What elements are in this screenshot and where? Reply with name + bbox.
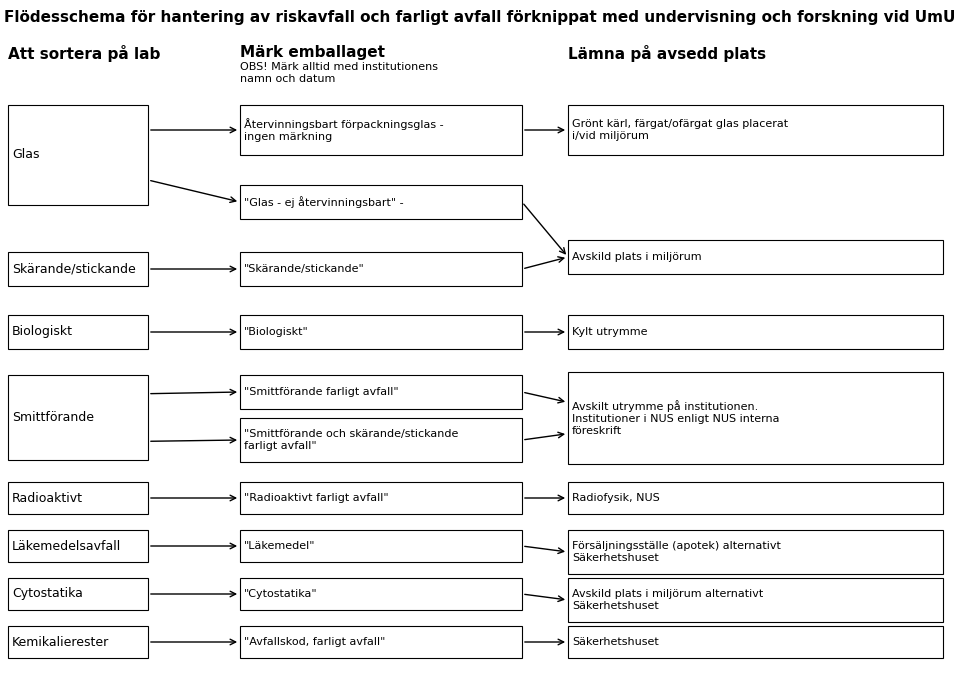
Text: Grönt kärl, färgat/ofärgat glas placerat
i/vid miljörum: Grönt kärl, färgat/ofärgat glas placerat… [572, 119, 788, 141]
Text: Flödesschema för hantering av riskavfall och farligt avfall förknippat med under: Flödesschema för hantering av riskavfall… [4, 10, 956, 25]
FancyBboxPatch shape [568, 372, 943, 464]
Text: "Biologiskt": "Biologiskt" [244, 327, 309, 337]
Text: "Läkemedel": "Läkemedel" [244, 541, 316, 551]
Text: Avskild plats i miljörum alternativt
Säkerhetshuset: Avskild plats i miljörum alternativt Säk… [572, 589, 763, 611]
FancyBboxPatch shape [568, 626, 943, 658]
Text: Biologiskt: Biologiskt [12, 326, 73, 339]
Text: "Glas - ej återvinningsbart" -: "Glas - ej återvinningsbart" - [244, 196, 403, 208]
Text: Försäljningsställe (apotek) alternativt
Säkerhetshuset: Försäljningsställe (apotek) alternativt … [572, 541, 780, 563]
Text: Glas: Glas [12, 149, 39, 162]
Text: Cytostatika: Cytostatika [12, 587, 83, 600]
Text: Radiofysik, NUS: Radiofysik, NUS [572, 493, 660, 503]
Text: "Radioaktivt farligt avfall": "Radioaktivt farligt avfall" [244, 493, 389, 503]
Text: Läkemedelsavfall: Läkemedelsavfall [12, 539, 121, 552]
FancyBboxPatch shape [8, 252, 148, 286]
FancyBboxPatch shape [240, 185, 522, 219]
FancyBboxPatch shape [240, 578, 522, 610]
FancyBboxPatch shape [240, 315, 522, 349]
FancyBboxPatch shape [240, 530, 522, 562]
Text: "Avfallskod, farligt avfall": "Avfallskod, farligt avfall" [244, 637, 385, 647]
FancyBboxPatch shape [240, 418, 522, 462]
Text: OBS! Märk alltid med institutionens
namn och datum: OBS! Märk alltid med institutionens namn… [240, 62, 438, 84]
Text: Kylt utrymme: Kylt utrymme [572, 327, 647, 337]
FancyBboxPatch shape [240, 105, 522, 155]
Text: "Smittförande och skärande/stickande
farligt avfall": "Smittförande och skärande/stickande far… [244, 429, 458, 451]
FancyBboxPatch shape [8, 105, 148, 205]
Text: Avskilt utrymme på institutionen.
Institutioner i NUS enligt NUS interna
föreskr: Avskilt utrymme på institutionen. Instit… [572, 400, 780, 435]
FancyBboxPatch shape [568, 482, 943, 514]
FancyBboxPatch shape [8, 626, 148, 658]
FancyBboxPatch shape [240, 482, 522, 514]
FancyBboxPatch shape [8, 375, 148, 460]
Text: Lämna på avsedd plats: Lämna på avsedd plats [568, 45, 766, 62]
Text: Skärande/stickande: Skärande/stickande [12, 262, 135, 276]
Text: Kemikalierester: Kemikalierester [12, 635, 109, 648]
FancyBboxPatch shape [568, 105, 943, 155]
FancyBboxPatch shape [568, 530, 943, 574]
Text: Avskild plats i miljörum: Avskild plats i miljörum [572, 252, 702, 262]
Text: "Skärande/stickande": "Skärande/stickande" [244, 264, 365, 274]
FancyBboxPatch shape [568, 315, 943, 349]
FancyBboxPatch shape [240, 252, 522, 286]
Text: "Cytostatika": "Cytostatika" [244, 589, 318, 599]
Text: Radioaktivt: Radioaktivt [12, 491, 83, 504]
FancyBboxPatch shape [8, 315, 148, 349]
Text: Smittförande: Smittförande [12, 411, 94, 424]
Text: Säkerhetshuset: Säkerhetshuset [572, 637, 659, 647]
FancyBboxPatch shape [8, 578, 148, 610]
Text: Att sortera på lab: Att sortera på lab [8, 45, 160, 62]
Text: Märk emballaget: Märk emballaget [240, 45, 385, 60]
FancyBboxPatch shape [568, 240, 943, 274]
FancyBboxPatch shape [568, 578, 943, 622]
FancyBboxPatch shape [240, 626, 522, 658]
FancyBboxPatch shape [8, 482, 148, 514]
FancyBboxPatch shape [240, 375, 522, 409]
FancyBboxPatch shape [8, 530, 148, 562]
Text: "Smittförande farligt avfall": "Smittförande farligt avfall" [244, 387, 398, 397]
Text: Återvinningsbart förpackningsglas -
ingen märkning: Återvinningsbart förpackningsglas - inge… [244, 118, 444, 142]
